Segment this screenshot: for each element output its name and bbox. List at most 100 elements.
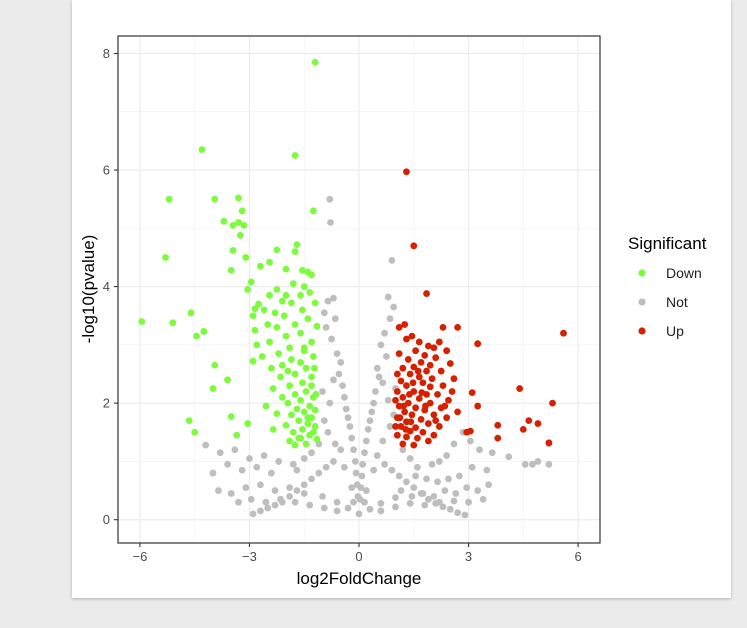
point-up — [404, 356, 412, 363]
point-not — [397, 487, 405, 494]
point-up — [403, 168, 410, 176]
point-up — [403, 382, 410, 390]
point-not — [324, 297, 332, 305]
point-down — [288, 356, 295, 363]
point-not — [337, 358, 345, 366]
point-not — [350, 498, 357, 506]
point-not — [390, 303, 398, 311]
point-down — [297, 291, 304, 299]
point-not — [271, 487, 279, 494]
point-not — [351, 458, 359, 465]
point-up — [399, 440, 407, 448]
point-down — [266, 291, 273, 299]
point-not — [355, 510, 363, 518]
point-down — [162, 254, 169, 261]
point-down — [284, 399, 292, 407]
point-down — [224, 376, 231, 384]
point-not — [319, 388, 326, 395]
y-tick-label: 2 — [103, 396, 110, 411]
point-not — [260, 452, 268, 459]
point-not — [379, 379, 387, 387]
point-not — [392, 503, 399, 511]
point-up — [406, 370, 414, 378]
point-down — [277, 373, 284, 381]
point-up — [432, 417, 440, 425]
point-up — [395, 323, 403, 331]
point-up — [408, 332, 416, 340]
point-down — [273, 323, 281, 331]
point-not — [375, 373, 383, 381]
point-not — [358, 472, 366, 480]
point-down — [297, 329, 304, 337]
point-down — [308, 382, 315, 390]
point-not — [368, 408, 376, 416]
point-down — [169, 319, 177, 327]
point-up — [468, 389, 476, 397]
point-not — [264, 504, 272, 512]
point-up — [430, 411, 438, 419]
point-down — [280, 312, 288, 320]
point-not — [395, 472, 403, 480]
legend-marker-not — [638, 298, 646, 306]
point-down — [278, 297, 286, 305]
point-down — [302, 388, 310, 395]
point-not — [249, 510, 257, 518]
point-not — [257, 507, 264, 515]
point-not — [333, 350, 341, 358]
point-not — [331, 315, 339, 323]
point-not — [388, 466, 396, 474]
point-not — [335, 370, 343, 378]
point-down — [251, 305, 259, 313]
point-not — [421, 501, 429, 509]
point-down — [165, 195, 173, 203]
point-not — [348, 434, 356, 442]
point-up — [426, 383, 434, 391]
point-up — [415, 338, 423, 346]
point-not — [372, 388, 379, 395]
point-not — [246, 455, 253, 462]
point-down — [297, 358, 304, 366]
point-down — [227, 413, 235, 420]
point-not — [253, 463, 261, 471]
point-up — [419, 379, 427, 387]
point-not — [364, 425, 372, 433]
volcano-plot: −6 −3 0 3 6 0 2 4 6 8 log2FoldChange -log10(pvalu… — [79, 35, 707, 588]
point-not — [224, 460, 231, 468]
point-not — [320, 504, 328, 512]
point-not — [319, 492, 326, 500]
point-not — [231, 446, 239, 454]
point-down — [293, 405, 301, 413]
point-not — [359, 460, 367, 468]
point-down — [282, 421, 290, 429]
point-down — [193, 332, 200, 340]
point-not — [419, 490, 427, 497]
point-not — [331, 440, 339, 448]
point-not — [235, 498, 242, 506]
point-down — [311, 58, 319, 66]
point-down — [267, 364, 275, 372]
point-down — [253, 341, 261, 349]
point-not — [238, 466, 246, 474]
point-not — [370, 399, 378, 407]
point-down — [235, 194, 242, 202]
point-not — [388, 256, 396, 264]
point-down — [302, 364, 310, 372]
point-not — [423, 475, 430, 483]
y-axis-title: -log10(pvalue) — [79, 235, 98, 344]
point-up — [534, 420, 542, 427]
point-down — [211, 361, 219, 369]
point-down — [299, 379, 306, 387]
point-down — [289, 280, 297, 288]
point-up — [448, 388, 456, 395]
point-up — [400, 402, 407, 410]
point-down — [269, 385, 277, 392]
point-not — [362, 437, 370, 445]
legend-label-up: Up — [666, 323, 684, 339]
axis-ticks: −6 −3 0 3 6 0 2 4 6 8 — [103, 46, 582, 564]
point-up — [443, 347, 451, 355]
point-not — [257, 481, 264, 489]
point-not — [326, 195, 334, 203]
point-not — [262, 498, 270, 506]
point-down — [289, 428, 297, 436]
point-not — [430, 492, 438, 500]
